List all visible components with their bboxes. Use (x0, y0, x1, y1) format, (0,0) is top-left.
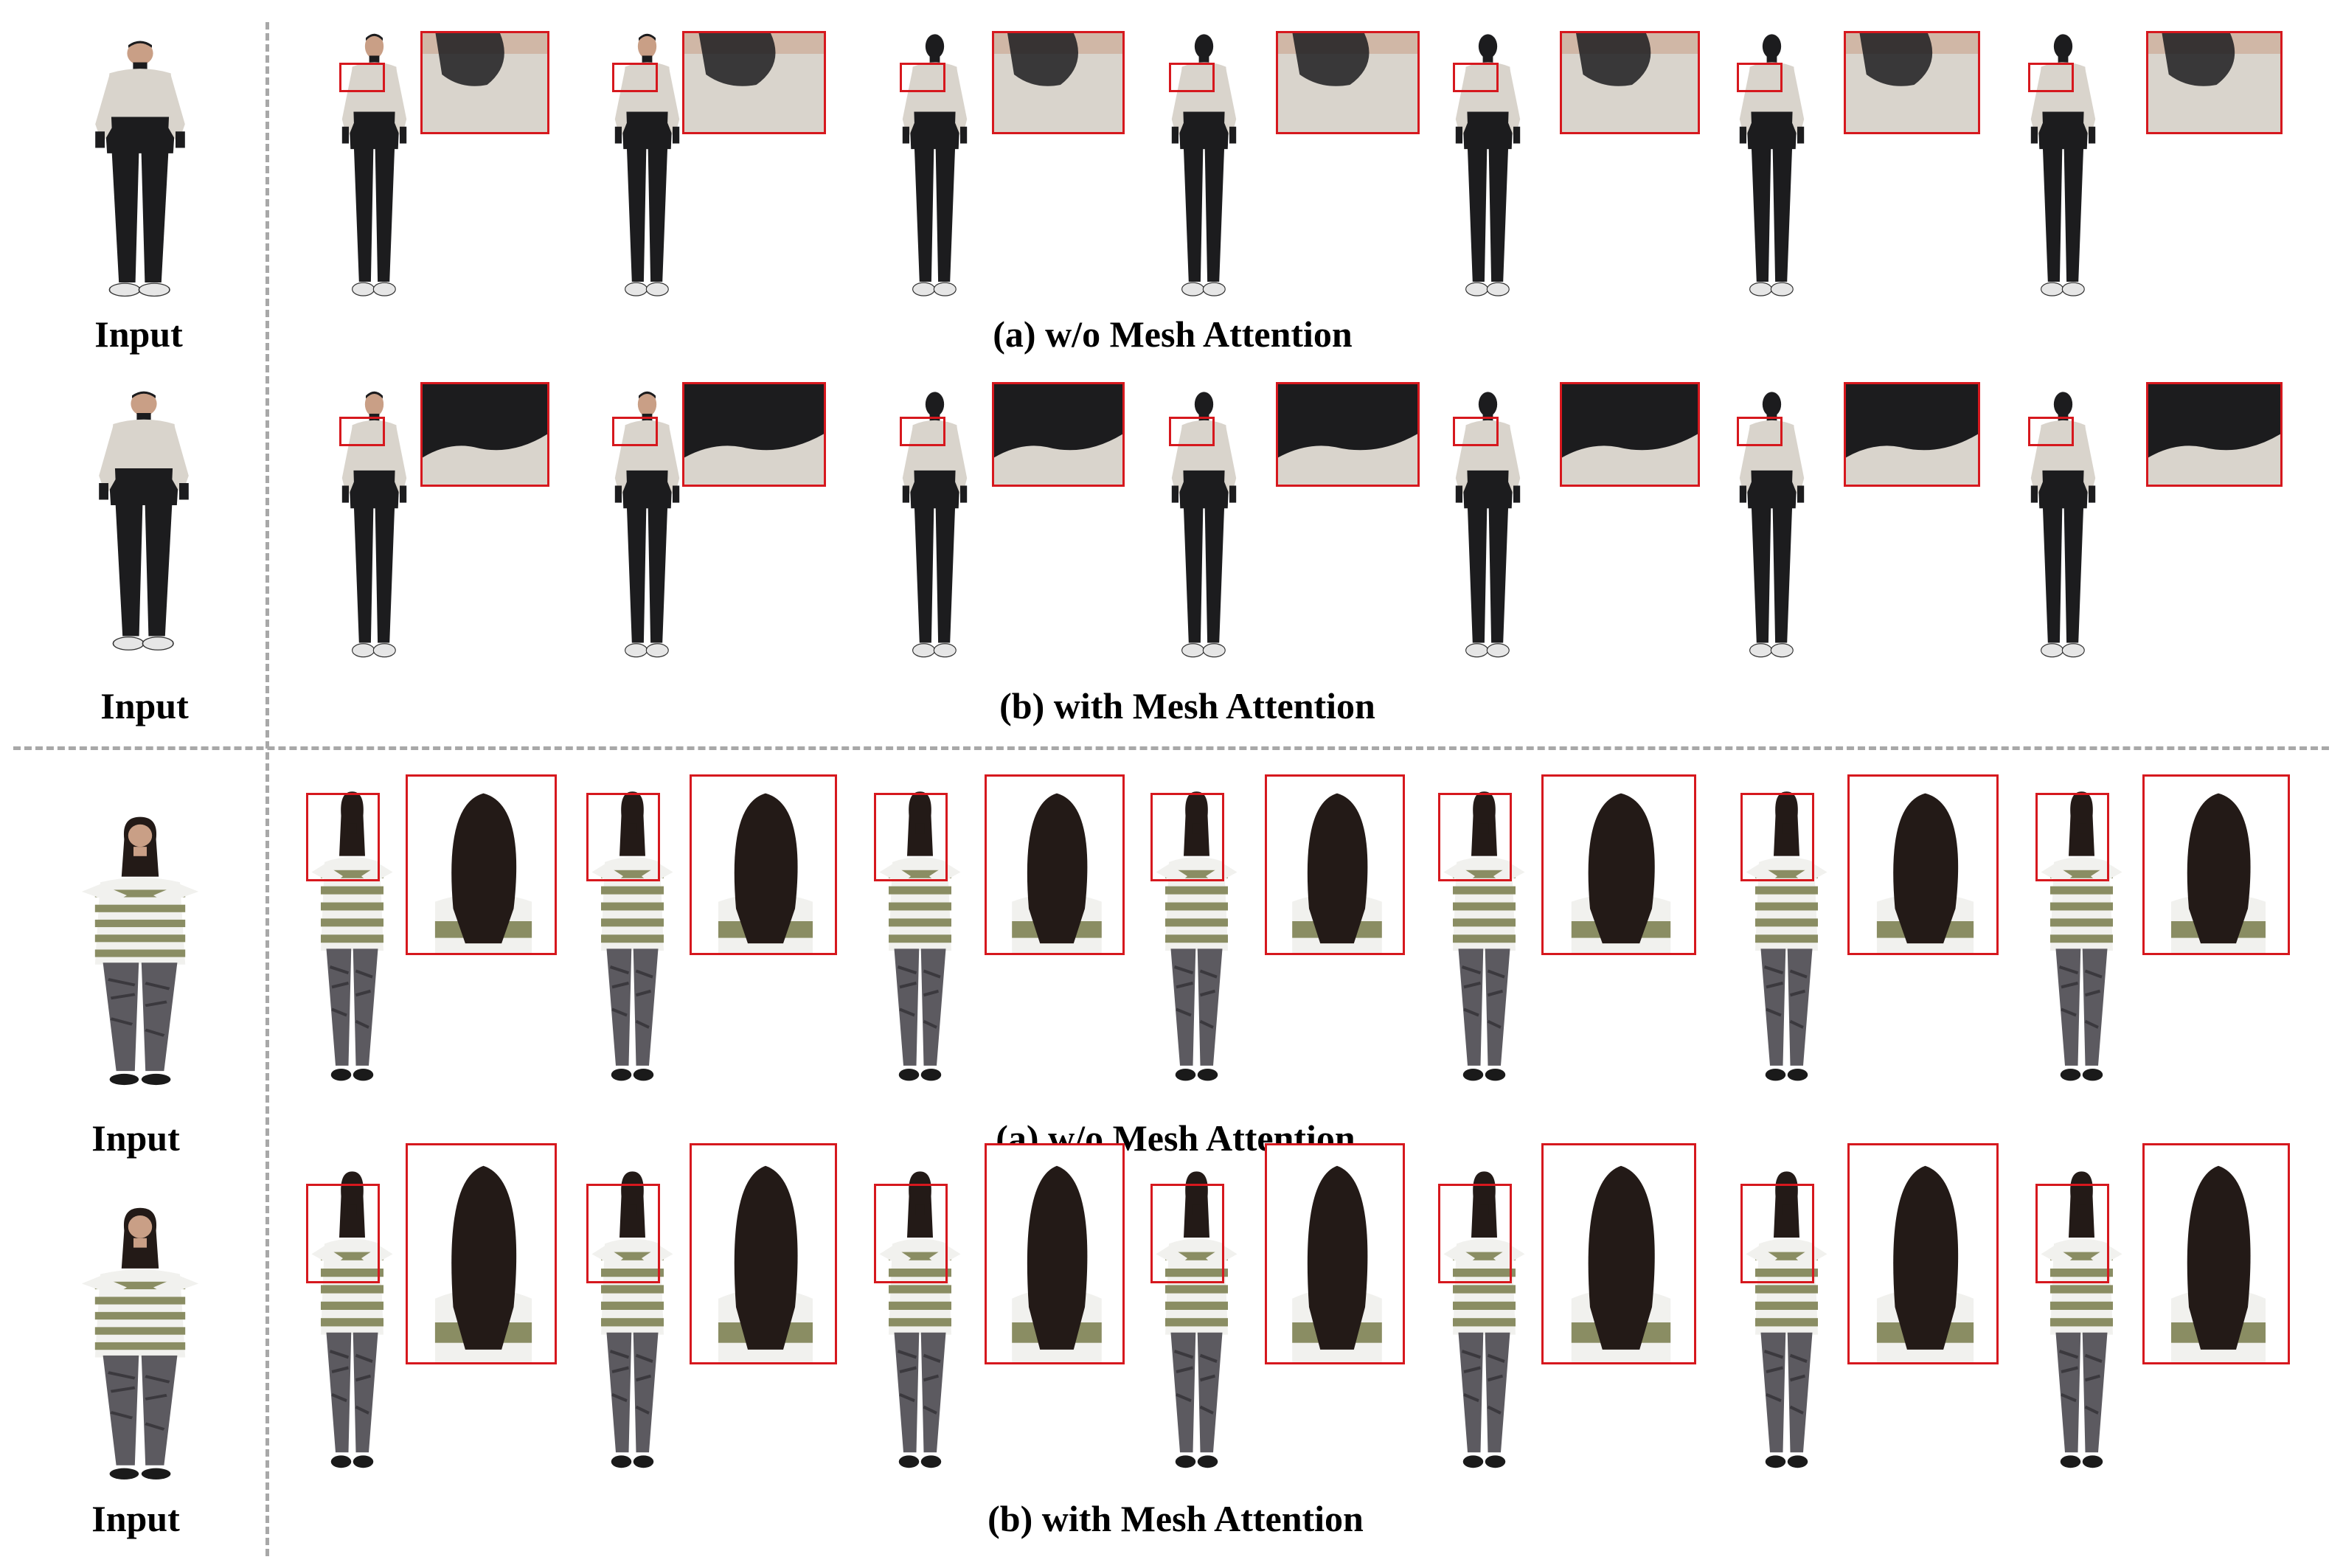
man-b-zoom-5 (1560, 382, 1700, 487)
woman-b-view-3 (874, 1165, 966, 1475)
woman-a-zoom-1 (406, 774, 557, 955)
man-a-zoom-3 (992, 31, 1125, 134)
woman-a-highlight-box-6 (1740, 793, 1814, 881)
man-a-highlight-box-5 (1453, 63, 1499, 92)
woman-b-highlight-box-5 (1438, 1184, 1512, 1283)
woman-b-zoom-5 (1541, 1143, 1696, 1364)
man-a-highlight-box-4 (1169, 63, 1215, 92)
woman-a-zoom-2 (690, 774, 837, 955)
horizontal-divider (13, 746, 2329, 750)
woman-b-highlight-box-4 (1150, 1184, 1224, 1283)
woman-a-highlight-box-5 (1438, 793, 1512, 881)
man-b-highlight-box-1 (339, 417, 385, 446)
woman-b-zoom-2 (690, 1143, 837, 1364)
man-b-zoom-6 (1844, 382, 1980, 487)
woman-b-zoom-1 (406, 1143, 557, 1364)
man-a-highlight-box-3 (900, 63, 945, 92)
man-b-highlight-box-2 (612, 417, 658, 446)
man-a-highlight-box-7 (2028, 63, 2074, 92)
woman-b-view-5 (1438, 1165, 1530, 1475)
woman-a-zoom-6 (1847, 774, 1999, 955)
woman-b-view-6 (1740, 1165, 1833, 1475)
woman-b-view-7 (2035, 1165, 2128, 1475)
woman-b-zoom-6 (1847, 1143, 1999, 1364)
man-a-zoom-7 (2146, 31, 2283, 134)
man-a-highlight-box-2 (612, 63, 658, 92)
man-b-view-6 (1729, 387, 1814, 671)
man-b-view-4 (1162, 387, 1246, 671)
woman-a-highlight-box-7 (2035, 793, 2109, 881)
woman-b-view-2 (586, 1165, 678, 1475)
man-a-zoom-2 (682, 31, 826, 134)
man-a-view-5 (1445, 30, 1530, 310)
man-a-highlight-box-6 (1737, 63, 1783, 92)
woman-a-zoom-7 (2142, 774, 2290, 955)
woman-b-highlight-box-3 (874, 1184, 948, 1283)
man-b-highlight-box-6 (1737, 417, 1783, 446)
vertical-divider (265, 22, 269, 1556)
man-b-highlight-box-7 (2028, 417, 2074, 446)
input-label-4: Input (91, 1498, 180, 1539)
man-a-view-6 (1729, 30, 1814, 310)
man-b-view-1 (332, 387, 417, 671)
woman-b-highlight-box-1 (306, 1184, 380, 1283)
man-b-highlight-box-3 (900, 417, 945, 446)
input-label-2: Input (100, 685, 189, 726)
man-a-zoom-4 (1276, 31, 1420, 134)
man-a-view-4 (1162, 30, 1246, 310)
caption-b-woman: (b) with Mesh Attention (987, 1498, 1364, 1539)
input-label-3: Input (91, 1117, 180, 1159)
woman-b-view-1 (306, 1165, 398, 1475)
woman-b-zoom-4 (1265, 1143, 1405, 1364)
man-a-zoom-6 (1844, 31, 1980, 134)
input-label-1: Input (94, 313, 183, 355)
woman-b-zoom-3 (985, 1143, 1125, 1364)
woman-a-highlight-box-3 (874, 793, 948, 881)
woman-a-zoom-4 (1265, 774, 1405, 955)
caption-b-man: (b) with Mesh Attention (999, 685, 1375, 726)
woman-a-highlight-box-2 (586, 793, 660, 881)
woman-a-highlight-box-4 (1150, 793, 1224, 881)
man-b-view-3 (892, 387, 977, 671)
woman-b-highlight-box-6 (1740, 1184, 1814, 1283)
man-a-highlight-box-1 (339, 63, 385, 92)
woman-a-highlight-box-1 (306, 793, 380, 881)
input-woman-figure-b (74, 1202, 206, 1486)
man-b-highlight-box-5 (1453, 417, 1499, 446)
input-woman-figure-a (74, 811, 206, 1092)
input-man-figure-a (81, 37, 199, 310)
man-a-zoom-1 (420, 31, 549, 134)
woman-a-zoom-3 (985, 774, 1125, 955)
man-b-zoom-3 (992, 382, 1125, 487)
man-a-view-3 (892, 30, 977, 310)
man-b-view-2 (605, 387, 690, 671)
man-b-view-5 (1445, 387, 1530, 671)
man-a-zoom-5 (1560, 31, 1700, 134)
woman-a-zoom-5 (1541, 774, 1696, 955)
man-b-zoom-7 (2146, 382, 2283, 487)
man-b-zoom-4 (1276, 382, 1420, 487)
woman-b-view-4 (1150, 1165, 1243, 1475)
man-a-view-1 (332, 30, 417, 310)
caption-a-man: (a) w/o Mesh Attention (993, 313, 1353, 355)
input-man-figure-b (85, 387, 203, 664)
woman-b-zoom-7 (2142, 1143, 2290, 1364)
man-b-highlight-box-4 (1169, 417, 1215, 446)
woman-b-highlight-box-7 (2035, 1184, 2109, 1283)
man-a-view-2 (605, 30, 690, 310)
man-a-view-7 (2021, 30, 2106, 310)
woman-b-highlight-box-2 (586, 1184, 660, 1283)
man-b-zoom-2 (682, 382, 826, 487)
man-b-zoom-1 (420, 382, 549, 487)
